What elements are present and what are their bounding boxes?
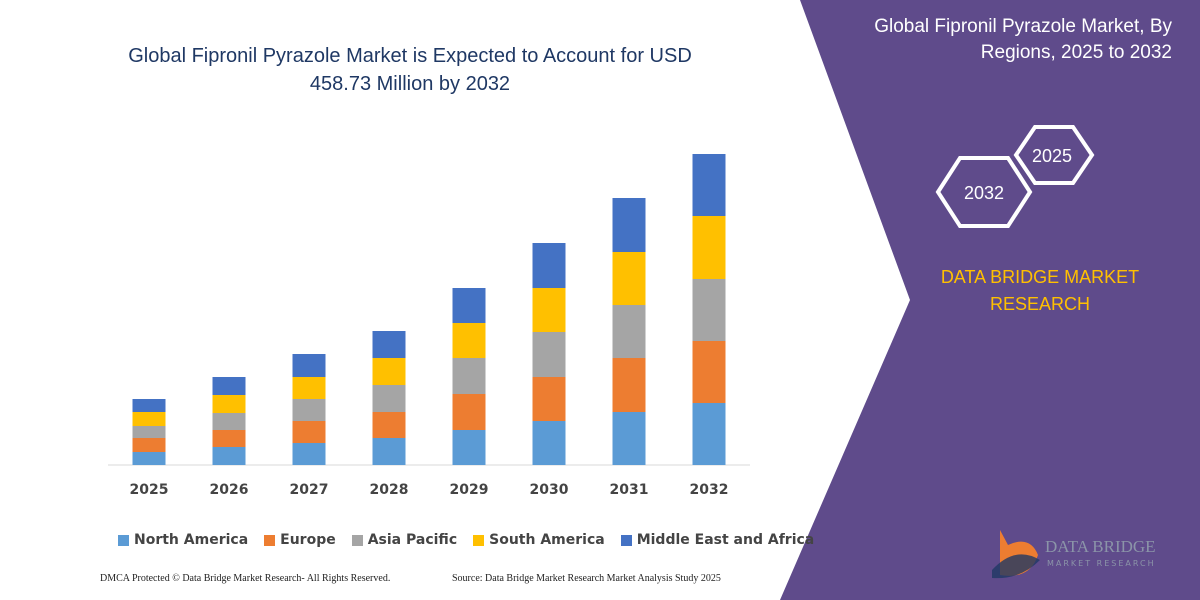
- legend-item: Europe: [264, 532, 336, 548]
- hexagon: [1013, 125, 1095, 185]
- bar-segment: [212, 413, 246, 430]
- hexagon-label: 2025: [1032, 146, 1072, 166]
- bar-segment: [692, 403, 726, 465]
- x-tick-label: 2030: [530, 482, 569, 498]
- bar-segment: [132, 399, 166, 412]
- x-tick-label: 2027: [290, 482, 329, 498]
- legend-label: North America: [134, 532, 249, 548]
- legend-item: Middle East and Africa: [620, 532, 815, 548]
- logo-tagline: MARKET RESEARCH: [1047, 559, 1156, 568]
- logo-name: DATA BRIDGE: [1045, 537, 1156, 556]
- x-tick-label: 2031: [610, 482, 649, 498]
- bar-segment: [292, 377, 326, 399]
- bar-segment: [292, 399, 326, 421]
- bar-segment: [692, 216, 726, 279]
- bar-segment: [532, 288, 566, 332]
- footer-left: DMCA Protected © Data Bridge Market Rese…: [100, 573, 391, 584]
- bar-segment: [372, 385, 406, 412]
- bar-segment: [212, 395, 246, 413]
- logo-mark: [992, 554, 1040, 579]
- bar-segment: [452, 358, 486, 394]
- x-tick-label: 2032: [690, 482, 729, 498]
- bar-segment: [692, 341, 726, 403]
- legend-label: Europe: [280, 532, 336, 548]
- legend-label: South America: [489, 532, 605, 548]
- bar-segment: [292, 443, 326, 465]
- bar-segment: [212, 447, 246, 465]
- bar-segment: [372, 438, 406, 465]
- x-tick-label: 2028: [370, 482, 409, 498]
- bar-segment: [292, 354, 326, 377]
- legend-item: Asia Pacific: [351, 532, 458, 548]
- legend-label: Middle East and Africa: [636, 532, 815, 548]
- panel-title: Global Fipronil Pyrazole Market, By Regi…: [874, 16, 1172, 63]
- bar-segment: [612, 305, 646, 358]
- bar-segment: [132, 412, 166, 426]
- chart-title: Global Fipronil Pyrazole Market is Expec…: [128, 45, 692, 95]
- legend-swatch: [264, 534, 276, 546]
- bar-segment: [132, 452, 166, 465]
- bar-segment: [532, 377, 566, 421]
- legend-swatch: [351, 534, 363, 546]
- bar-segment: [692, 154, 726, 216]
- bar-segment: [372, 331, 406, 358]
- hexagon: [935, 156, 1033, 228]
- bar-segment: [612, 358, 646, 412]
- footer-right: Source: Data Bridge Market Research Mark…: [452, 573, 721, 584]
- bar-segment: [532, 332, 566, 377]
- side-panel: [780, 0, 1200, 600]
- hexagon-label: 2032: [964, 183, 1004, 203]
- bar-segment: [212, 377, 246, 395]
- bar-segment: [692, 279, 726, 341]
- bar-segment: [452, 430, 486, 465]
- legend-swatch: [118, 534, 129, 546]
- bar-segment: [612, 412, 646, 465]
- legend-swatch: [620, 534, 632, 546]
- legend-label: Asia Pacific: [367, 532, 458, 548]
- x-tick-label: 2029: [450, 482, 489, 498]
- bar-segment: [452, 288, 486, 323]
- bar-segment: [532, 421, 566, 465]
- bar-segment: [372, 358, 406, 385]
- x-tick-label: 2025: [130, 482, 169, 498]
- bar-segment: [612, 252, 646, 305]
- legend-item: North America: [118, 532, 248, 548]
- bar-segment: [612, 198, 646, 252]
- legend-item: South America: [473, 532, 605, 548]
- bar-segment: [132, 438, 166, 452]
- bar-segment: [132, 426, 166, 438]
- bar-segment: [372, 412, 406, 438]
- legend-swatch: [473, 534, 485, 546]
- brand: DATA BRIDGE MARKET RESEARCH: [940, 267, 1140, 314]
- bar-segment: [292, 421, 326, 443]
- bar-segment: [452, 394, 486, 430]
- bar-segment: [532, 243, 566, 288]
- bar-segment: [212, 430, 246, 447]
- legend: North America Europe Asia Pacific South Ame…: [118, 532, 814, 548]
- bar-segment: [452, 323, 486, 358]
- x-tick-label: 2026: [210, 482, 249, 498]
